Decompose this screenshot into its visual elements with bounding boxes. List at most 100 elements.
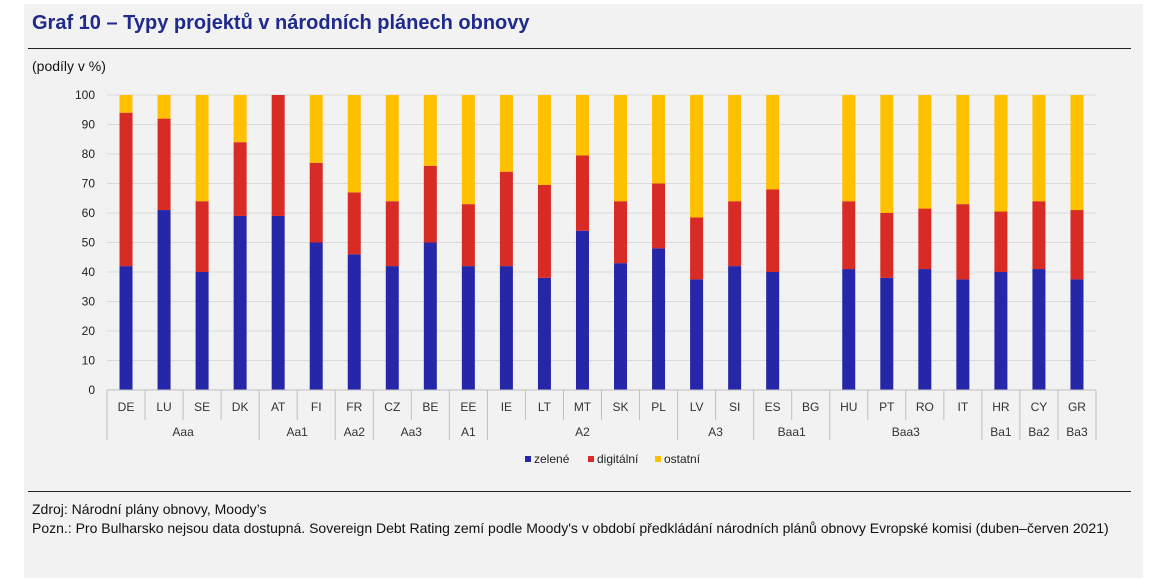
x-tick-label: BG bbox=[802, 400, 819, 414]
legend-swatch bbox=[655, 456, 661, 462]
bar-sk-digitalni bbox=[614, 201, 628, 264]
bar-cz-zelene bbox=[385, 266, 399, 390]
footnote: Pozn.: Pro Bulharsko nejsou data dostupn… bbox=[32, 520, 1109, 536]
bar-de-digitalni bbox=[119, 112, 133, 267]
bar-ro-digitalni bbox=[918, 208, 932, 270]
bar-be-ostatni bbox=[423, 95, 437, 166]
bar-ro-ostatni bbox=[918, 95, 932, 209]
bar-pt-zelene bbox=[880, 277, 894, 390]
stacked-bar-chart: 0 10 20 30 40 50 60 70 80 90 100 DE LU SE DK AT FI FR CZ B… bbox=[75, 88, 1097, 466]
rating-group-label: Aa2 bbox=[344, 425, 366, 439]
bar-hr-zelene bbox=[994, 272, 1008, 390]
bar-pt-ostatni bbox=[880, 95, 894, 213]
bar-lu-digitalni bbox=[157, 118, 171, 211]
bar-es-ostatni bbox=[766, 95, 780, 190]
bar-se-zelene bbox=[195, 272, 209, 390]
y-tick-label: 80 bbox=[82, 147, 96, 161]
bar-fr-zelene bbox=[347, 254, 361, 390]
bar-si-zelene bbox=[728, 266, 742, 390]
bar-cz-digitalni bbox=[385, 201, 399, 267]
x-tick-label: LU bbox=[156, 400, 171, 414]
bar-lv-zelene bbox=[690, 279, 704, 390]
bar-pt-digitalni bbox=[880, 213, 894, 278]
bar-at-zelene bbox=[271, 215, 285, 390]
x-tick-label: ES bbox=[765, 400, 781, 414]
bars bbox=[119, 95, 1084, 390]
x-tick-label: RO bbox=[916, 400, 934, 414]
bar-lt-ostatni bbox=[537, 95, 551, 185]
bar-lv-digitalni bbox=[690, 217, 704, 280]
bar-ie-zelene bbox=[499, 266, 513, 390]
x-tick-label: SI bbox=[729, 400, 740, 414]
bar-at-digitalni bbox=[271, 95, 285, 216]
x-tick-label: AT bbox=[271, 400, 286, 414]
x-tick-label: DK bbox=[232, 400, 249, 414]
bar-gr-zelene bbox=[1070, 279, 1084, 390]
y-tick-label: 70 bbox=[82, 177, 96, 191]
x-tick-label: MT bbox=[574, 400, 592, 414]
x-tick-label: PL bbox=[651, 400, 666, 414]
rating-group-label: Aaa bbox=[172, 425, 194, 439]
x-axis: DE LU SE DK AT FI FR CZ BE EE IE LT MT SK PL LV SI ES BG HU… bbox=[106, 389, 1097, 440]
legend-label: ostatní bbox=[664, 452, 701, 466]
bar-de-zelene bbox=[119, 266, 133, 390]
bar-cy-zelene bbox=[1032, 269, 1046, 390]
bar-lt-digitalni bbox=[537, 184, 551, 278]
bar-be-digitalni bbox=[423, 165, 437, 243]
bar-cy-ostatni bbox=[1032, 95, 1046, 202]
rating-group-label: Ba2 bbox=[1028, 425, 1050, 439]
x-tick-label: SE bbox=[194, 400, 210, 414]
rating-group-label: Aa1 bbox=[287, 425, 309, 439]
x-tick-label: CZ bbox=[384, 400, 400, 414]
y-axis-ticks: 0 10 20 30 40 50 60 70 80 90 100 bbox=[75, 88, 95, 397]
bar-se-digitalni bbox=[195, 201, 209, 272]
x-tick-label: DE bbox=[118, 400, 135, 414]
bar-es-zelene bbox=[766, 272, 780, 390]
footer-divider bbox=[28, 491, 1131, 492]
bar-fr-digitalni bbox=[347, 192, 361, 255]
x-tick-label: HU bbox=[840, 400, 857, 414]
bar-pl-ostatni bbox=[652, 95, 666, 184]
x-tick-label: EE bbox=[460, 400, 476, 414]
bar-gr-digitalni bbox=[1070, 210, 1084, 280]
bar-si-digitalni bbox=[728, 201, 742, 267]
bar-si-ostatni bbox=[728, 95, 742, 202]
rating-group-label: Aa3 bbox=[401, 425, 423, 439]
unit-label: (podíly v %) bbox=[32, 58, 106, 74]
bar-fi-zelene bbox=[309, 242, 323, 390]
bar-dk-ostatni bbox=[233, 95, 247, 143]
y-tick-label: 40 bbox=[82, 265, 96, 279]
bar-it-digitalni bbox=[956, 204, 970, 280]
y-tick-label: 50 bbox=[82, 236, 96, 250]
y-tick-label: 20 bbox=[82, 324, 96, 338]
x-tick-label: FR bbox=[346, 400, 362, 414]
bar-ro-zelene bbox=[918, 269, 932, 390]
bar-lv-ostatni bbox=[690, 95, 704, 218]
rating-group-label: Baa3 bbox=[892, 425, 920, 439]
y-tick-label: 10 bbox=[82, 354, 96, 368]
bar-hr-ostatni bbox=[994, 95, 1008, 212]
rating-group-label: Ba1 bbox=[990, 425, 1012, 439]
bar-ee-ostatni bbox=[461, 95, 475, 205]
bar-lt-zelene bbox=[537, 277, 551, 390]
x-tick-label: LT bbox=[538, 400, 552, 414]
bar-be-zelene bbox=[423, 242, 437, 390]
bar-hr-digitalni bbox=[994, 211, 1008, 272]
x-tick-label: BE bbox=[422, 400, 438, 414]
bar-it-ostatni bbox=[956, 95, 970, 205]
bar-pl-zelene bbox=[652, 248, 666, 390]
bar-lu-zelene bbox=[157, 210, 171, 390]
rating-group-label: A1 bbox=[461, 425, 476, 439]
bar-sk-zelene bbox=[614, 263, 628, 390]
gridlines bbox=[107, 94, 1096, 361]
x-tick-label: IE bbox=[501, 400, 512, 414]
title-divider bbox=[28, 48, 1131, 49]
bar-se-ostatni bbox=[195, 95, 209, 202]
bar-mt-ostatni bbox=[575, 95, 589, 156]
bar-ee-zelene bbox=[461, 266, 475, 390]
y-tick-label: 100 bbox=[75, 88, 95, 102]
legend-label: zelené bbox=[534, 452, 570, 466]
bar-dk-zelene bbox=[233, 215, 247, 390]
rating-group-label: Ba3 bbox=[1066, 425, 1088, 439]
x-tick-label: IT bbox=[958, 400, 969, 414]
